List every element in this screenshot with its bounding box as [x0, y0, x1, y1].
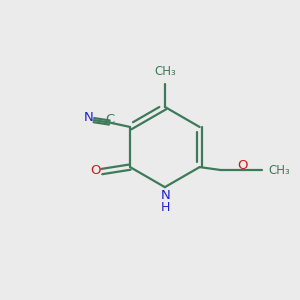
Text: CH₃: CH₃	[154, 65, 176, 78]
Text: H: H	[161, 200, 170, 214]
Text: O: O	[90, 164, 101, 178]
Text: C: C	[105, 113, 115, 126]
Text: O: O	[237, 158, 248, 172]
Text: N: N	[160, 189, 170, 202]
Text: CH₃: CH₃	[268, 164, 290, 177]
Text: N: N	[84, 111, 94, 124]
